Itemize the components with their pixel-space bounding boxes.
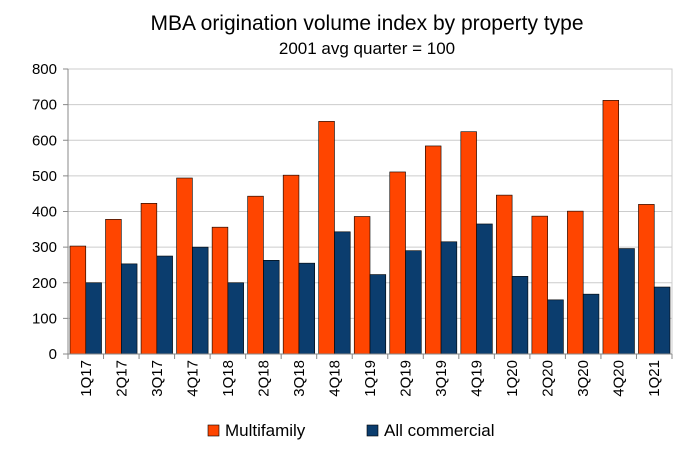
legend: Multifamily All commercial	[207, 421, 495, 440]
chart-subtitle: 2001 avg quarter = 100	[279, 39, 455, 58]
bar-multifamily-3q20	[567, 210, 584, 355]
x-axis-ticks: 1Q17 2Q17 3Q17 4Q17 1Q18 2Q18 3Q18 4Q18 1Q19 2Q19…	[78, 360, 663, 397]
bar-multifamily-2q19	[389, 171, 406, 355]
bar-multifamily-1q21	[638, 204, 655, 355]
legend-swatch-all-commercial	[366, 424, 379, 437]
bar-all-commercial-3q17	[156, 255, 173, 355]
x-tick-label: 4Q18	[326, 360, 343, 397]
y-tick-label: 500	[32, 168, 57, 185]
y-tick-label: 800	[32, 61, 57, 78]
bar-multifamily-1q20	[496, 194, 513, 355]
bar-multifamily-4q20	[602, 100, 620, 355]
axes	[63, 68, 673, 359]
bar-all-commercial-4q17	[192, 246, 209, 355]
bar-all-commercial-3q19	[440, 241, 458, 355]
x-tick-label: 3Q17	[149, 360, 166, 397]
bar-multifamily-3q18	[282, 174, 300, 355]
bar-all-commercial-1q17	[85, 282, 102, 355]
bar-multifamily-1q18	[211, 226, 229, 355]
y-tick-label: 100	[32, 310, 57, 327]
bar-multifamily-4q19	[460, 131, 477, 355]
bar-all-commercial-2q18	[263, 260, 280, 355]
x-tick-label: 2Q17	[113, 360, 130, 397]
x-tick-label: 1Q18	[220, 360, 237, 397]
x-tick-label: 2Q19	[398, 360, 415, 397]
x-tick-label: 1Q17	[78, 360, 95, 397]
y-tick-label: 0	[49, 346, 57, 363]
x-tick-label: 1Q19	[362, 360, 379, 397]
bar-all-commercial-1q20	[511, 276, 529, 355]
x-tick-label: 4Q20	[611, 360, 628, 397]
bar-multifamily-1q17	[69, 245, 87, 355]
legend-label-all-commercial: All commercial	[384, 421, 495, 440]
x-tick-label: 1Q21	[646, 360, 663, 397]
bars	[69, 100, 671, 355]
x-tick-label: 3Q20	[575, 360, 592, 397]
bar-all-commercial-3q18	[298, 262, 316, 355]
x-tick-label: 2Q20	[540, 360, 557, 397]
bar-all-commercial-1q21	[653, 286, 671, 355]
y-tick-label: 700	[32, 97, 57, 114]
bar-all-commercial-4q18	[334, 231, 351, 355]
bar-multifamily-3q17	[140, 203, 158, 355]
x-tick-label: 3Q18	[291, 360, 308, 397]
x-tick-label: 4Q19	[469, 360, 486, 397]
bar-multifamily-4q17	[176, 177, 193, 355]
bar-all-commercial-4q20	[618, 248, 635, 355]
bar-all-commercial-3q20	[582, 293, 600, 355]
legend-label-multifamily: Multifamily	[225, 421, 306, 440]
bar-all-commercial-1q18	[227, 282, 244, 355]
legend-swatch-multifamily	[207, 424, 220, 437]
chart-title: MBA origination volume index by property…	[150, 12, 583, 35]
y-axis-ticks: 0 100 200 300 400 500 600 700 800	[32, 61, 57, 363]
bar-multifamily-2q17	[105, 219, 122, 355]
bar-multifamily-1q19	[353, 216, 371, 355]
bar-all-commercial-2q17	[120, 263, 138, 355]
bar-all-commercial-1q19	[369, 274, 387, 355]
bar-all-commercial-2q20	[547, 299, 564, 355]
bar-multifamily-2q20	[531, 215, 548, 355]
y-tick-label: 600	[32, 132, 57, 149]
x-tick-label: 3Q19	[433, 360, 450, 397]
x-tick-label: 2Q18	[255, 360, 272, 397]
y-tick-label: 300	[32, 239, 57, 256]
bar-multifamily-2q18	[247, 195, 264, 355]
x-tick-label: 4Q17	[184, 360, 201, 397]
bar-multifamily-3q19	[424, 145, 442, 355]
bar-all-commercial-2q19	[405, 250, 422, 355]
bar-multifamily-4q18	[318, 121, 335, 355]
x-tick-label: 1Q20	[504, 360, 521, 397]
y-tick-label: 400	[32, 204, 57, 221]
y-tick-label: 200	[32, 275, 57, 292]
bar-all-commercial-4q19	[476, 223, 493, 355]
